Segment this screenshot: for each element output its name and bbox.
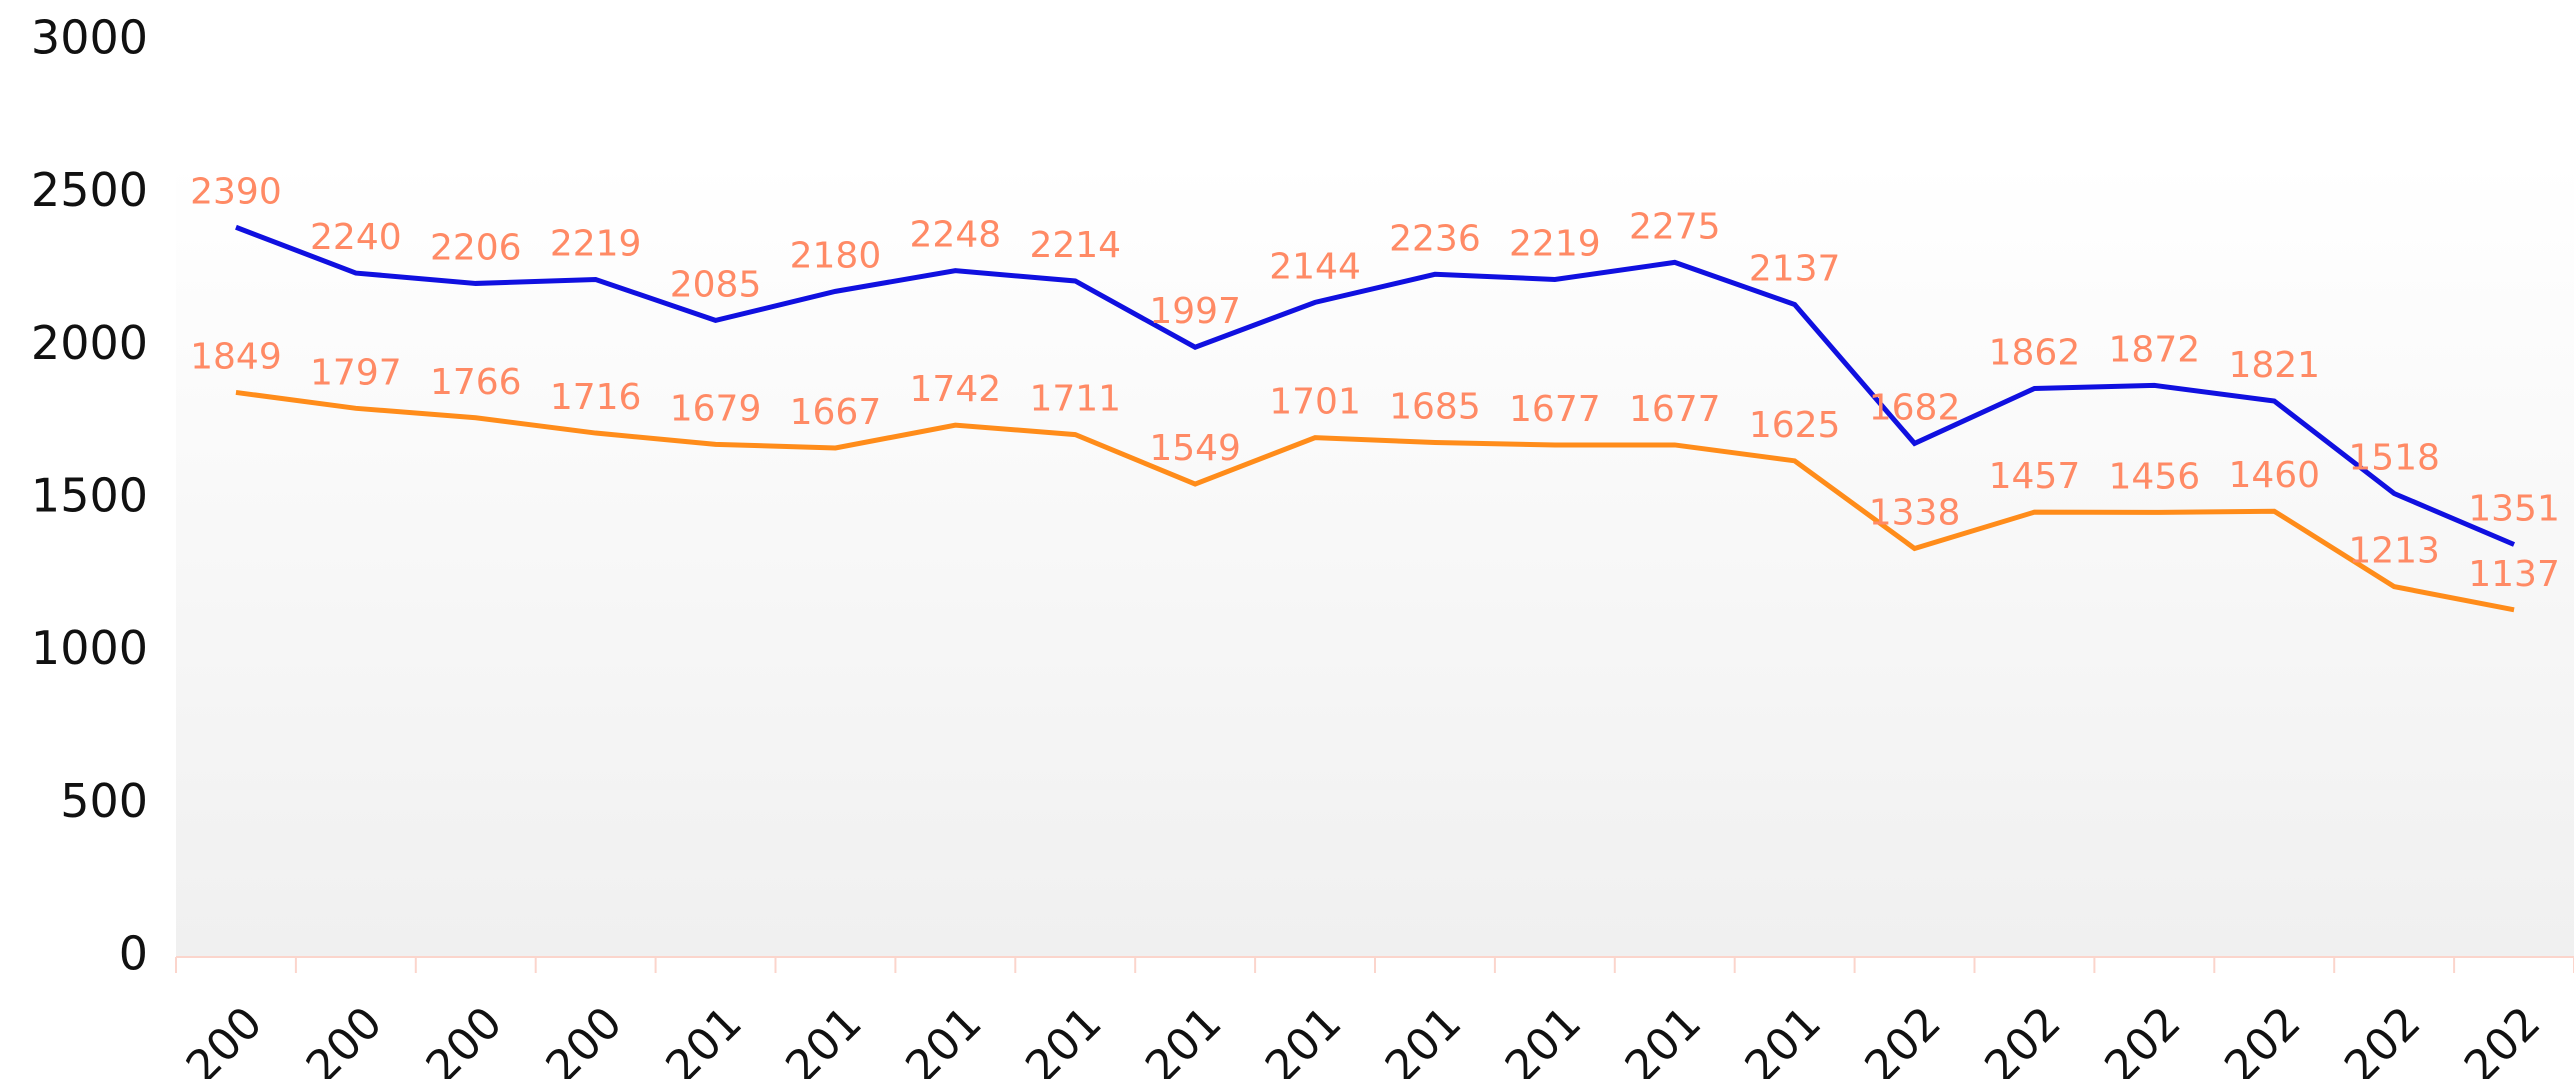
data-label: 1821 xyxy=(2228,345,2320,386)
x-tick-label: 202 xyxy=(2095,997,2190,1079)
x-tick-label: 202 xyxy=(2335,997,2430,1079)
data-label: 1701 xyxy=(1269,382,1361,423)
data-label: 2219 xyxy=(1509,223,1601,264)
data-label: 2275 xyxy=(1629,206,1721,247)
data-label: 1351 xyxy=(2468,488,2560,529)
data-label: 2240 xyxy=(310,217,402,258)
x-tick-label: 202 xyxy=(2455,997,2550,1079)
data-label: 1456 xyxy=(2109,456,2201,497)
data-label: 1742 xyxy=(910,369,1002,410)
y-tick-label: 2500 xyxy=(31,163,148,217)
x-tick-label: 201 xyxy=(656,997,751,1079)
y-tick-label: 1500 xyxy=(31,469,148,523)
y-tick-label: 0 xyxy=(119,927,148,981)
data-label: 1625 xyxy=(1749,405,1841,446)
data-label: 2219 xyxy=(550,223,642,264)
data-label: 1677 xyxy=(1629,389,1721,430)
y-tick-label: 3000 xyxy=(31,11,148,65)
data-label: 1213 xyxy=(2348,531,2440,572)
x-tick-label: 201 xyxy=(1496,997,1591,1079)
data-label: 1518 xyxy=(2348,438,2440,479)
x-tick-label: 201 xyxy=(776,997,871,1079)
data-label: 1457 xyxy=(1989,456,2081,497)
plot-background xyxy=(176,160,2574,957)
x-tick-label: 202 xyxy=(1855,997,1950,1079)
data-label: 2248 xyxy=(910,215,1002,256)
data-label: 1549 xyxy=(1149,428,1241,469)
data-label: 2144 xyxy=(1269,246,1361,287)
x-tick-label: 201 xyxy=(1136,997,1231,1079)
data-label: 1716 xyxy=(550,377,642,418)
data-label: 1677 xyxy=(1509,389,1601,430)
line xyxy=(235,389,2515,613)
data-label: 1667 xyxy=(790,392,882,433)
data-label: 2236 xyxy=(1389,218,1481,259)
line xyxy=(235,224,2516,547)
x-tick-label: 202 xyxy=(2215,997,2310,1079)
y-tick-label: 500 xyxy=(60,774,148,828)
x-tick-label: 200 xyxy=(417,997,512,1079)
data-label: 1997 xyxy=(1149,291,1241,332)
data-label: 1711 xyxy=(1029,379,1121,420)
x-tick-label: 201 xyxy=(1376,997,1471,1079)
x-tick-label: 202 xyxy=(1975,997,2070,1079)
x-tick-label: 201 xyxy=(1616,997,1711,1079)
data-label: 2214 xyxy=(1029,225,1121,266)
data-label: 1137 xyxy=(2468,554,2560,595)
y-tick-label: 2000 xyxy=(31,316,148,370)
data-label: 2085 xyxy=(670,264,762,305)
x-tick-label: 201 xyxy=(896,997,991,1079)
x-tick-label: 200 xyxy=(536,997,631,1079)
data-label: 1849 xyxy=(190,336,282,377)
data-label: 1685 xyxy=(1389,387,1481,428)
data-label: 2206 xyxy=(430,227,522,268)
y-tick-label: 1000 xyxy=(31,621,148,675)
data-label: 1338 xyxy=(1869,492,1961,533)
data-label: 2390 xyxy=(190,171,282,212)
x-tick-label: 201 xyxy=(1256,997,1351,1079)
data-label: 1797 xyxy=(310,352,402,393)
x-tick-label: 200 xyxy=(297,997,392,1079)
data-label: 2137 xyxy=(1749,249,1841,290)
data-label: 1460 xyxy=(2228,455,2320,496)
data-label: 1766 xyxy=(430,362,522,403)
x-tick-label: 201 xyxy=(1735,997,1830,1079)
x-tick-label: 201 xyxy=(1016,997,1111,1079)
data-label: 1679 xyxy=(670,388,762,429)
x-tick-label: 200 xyxy=(177,997,272,1079)
data-label: 1872 xyxy=(2109,329,2201,370)
data-label: 1682 xyxy=(1869,387,1961,428)
data-label: 1862 xyxy=(1989,332,2081,373)
data-label: 2180 xyxy=(790,235,882,276)
